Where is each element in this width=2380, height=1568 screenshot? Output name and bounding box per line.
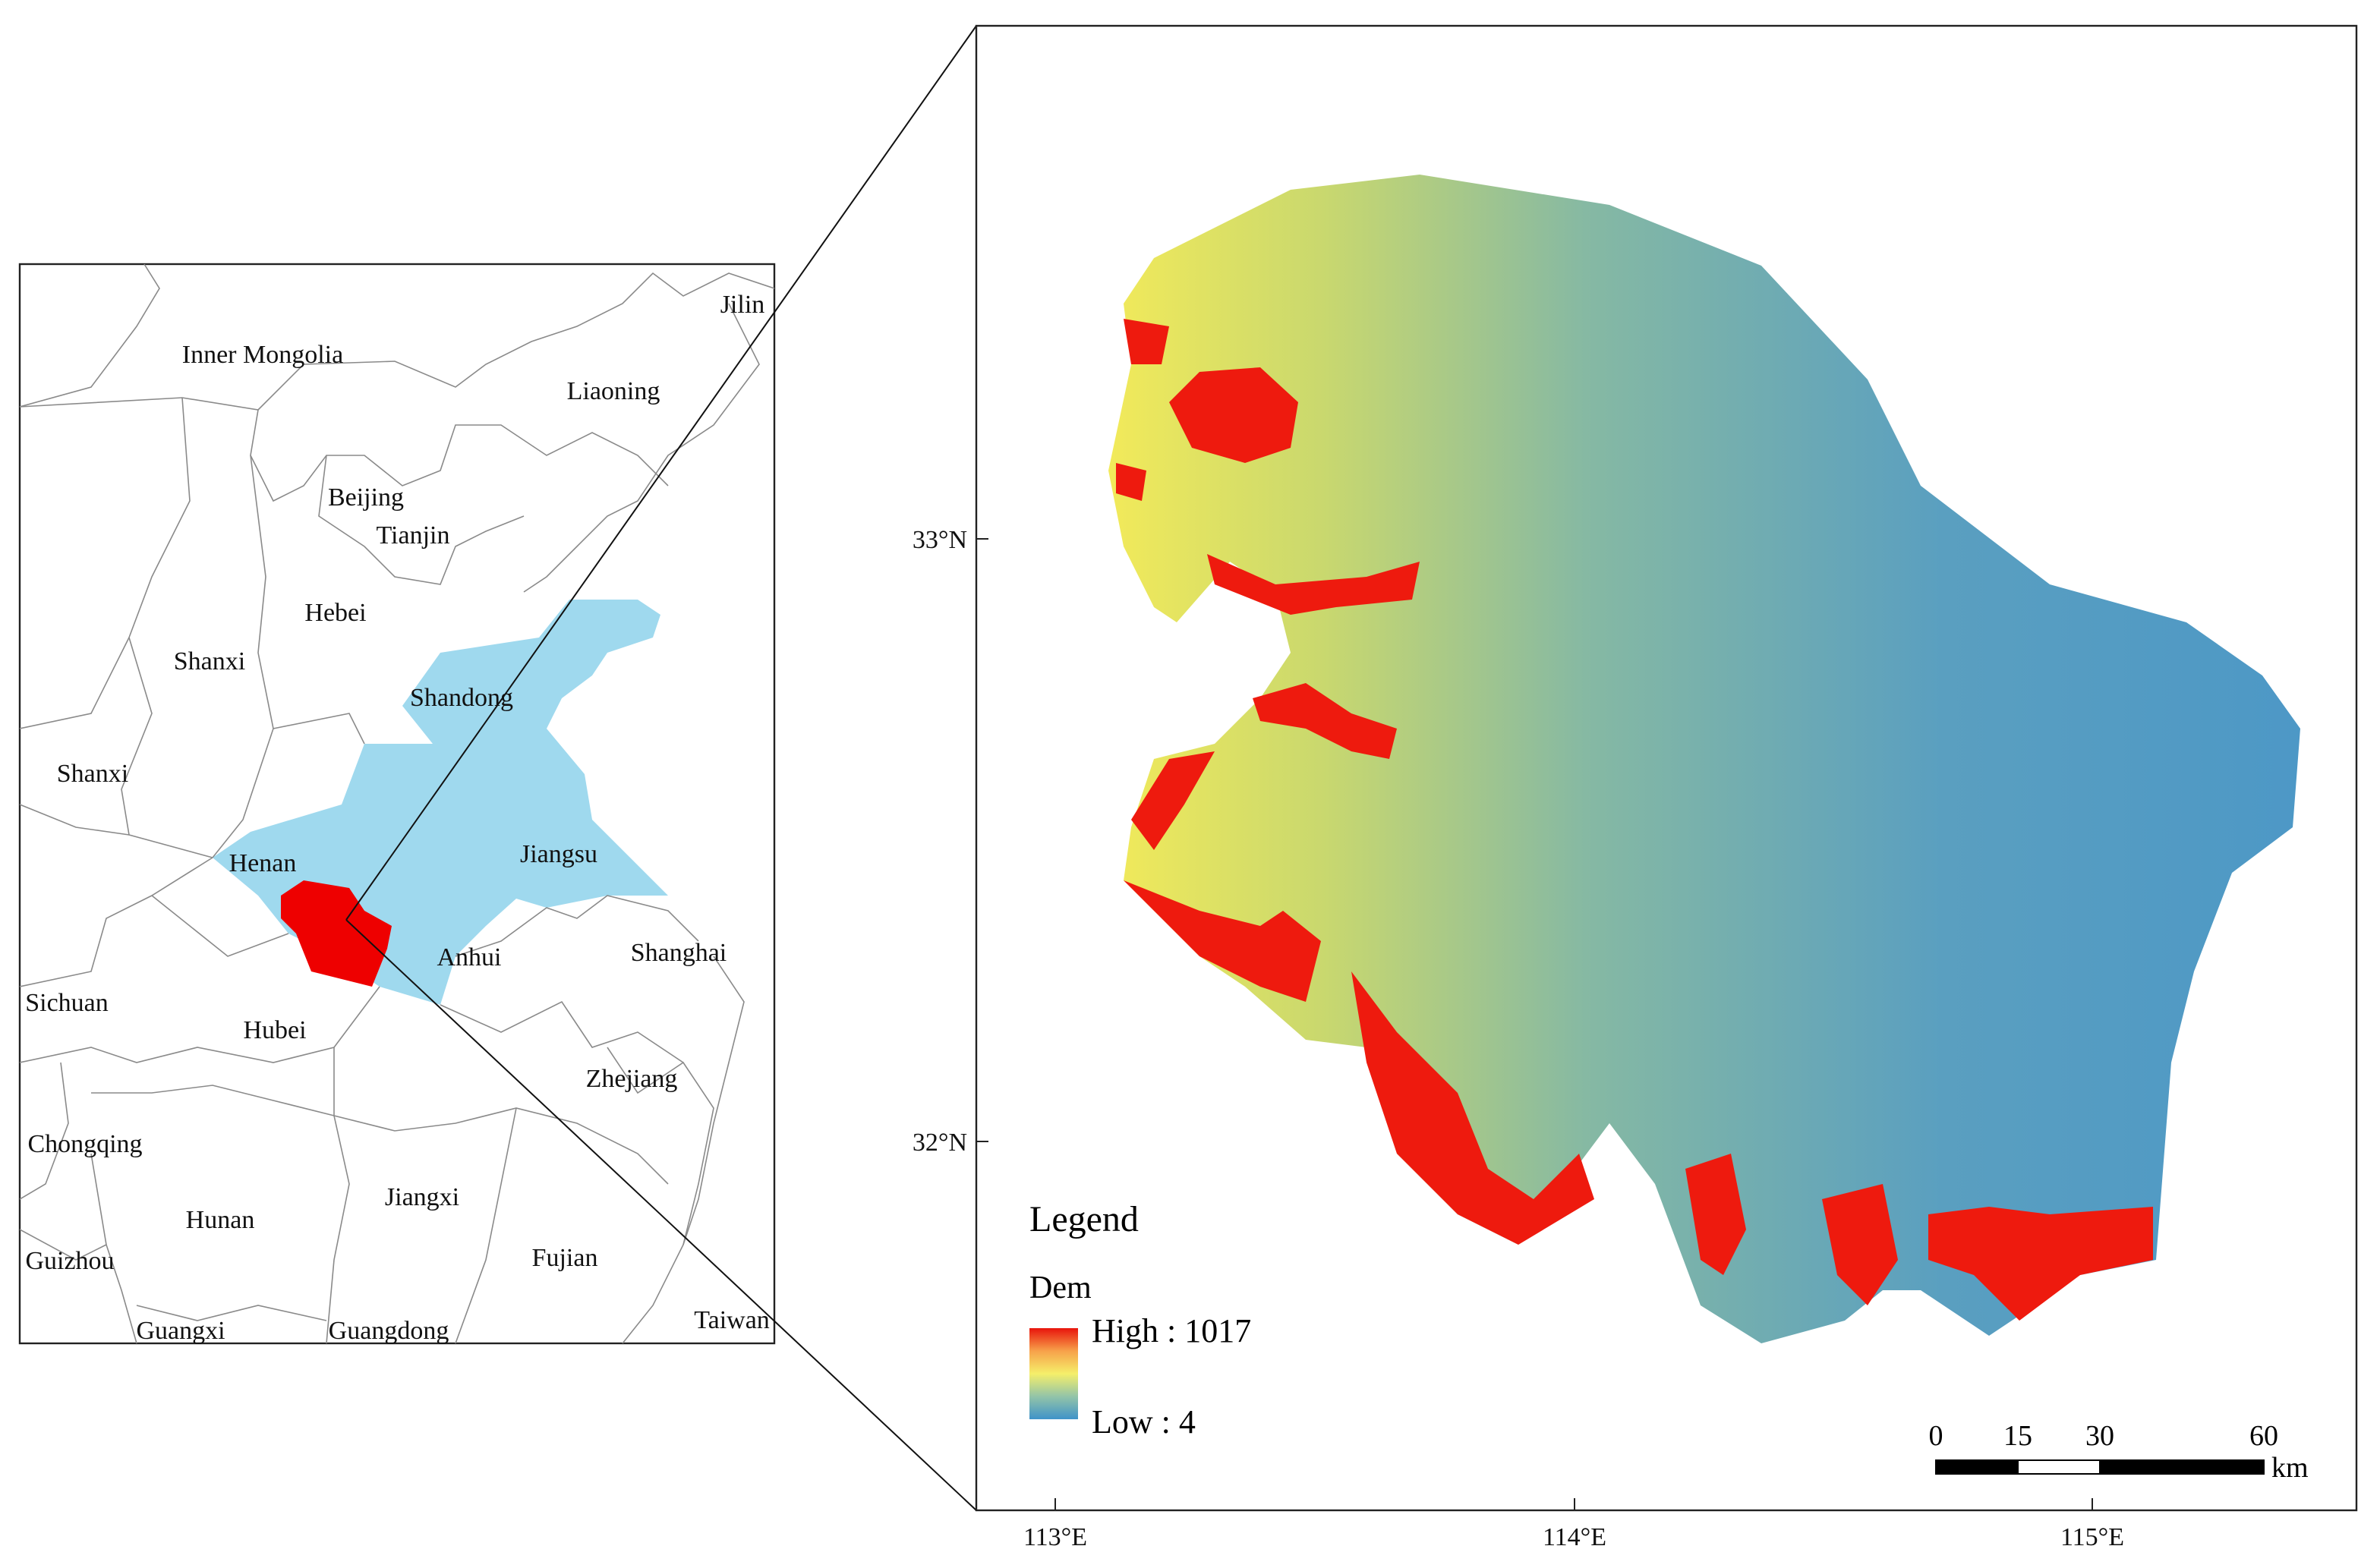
- province-label: Jilin: [720, 291, 765, 319]
- province-label: Tianjin: [376, 521, 449, 549]
- province-label: Guizhou: [25, 1247, 114, 1275]
- province-label: Liaoning: [567, 377, 660, 405]
- main-map: 33°N 32°N 113°E 114°E 115°E Legend Dem H…: [913, 24, 2358, 1551]
- province-label: Jiangsu: [520, 840, 597, 868]
- province-label: Beijing: [328, 483, 404, 512]
- province-boundaries: [20, 264, 774, 1343]
- province-label: Sichuan: [25, 989, 109, 1017]
- scale-segment: [2099, 1459, 2265, 1475]
- dem-high-areas: [1116, 319, 2153, 1321]
- province-label: Chongqing: [27, 1130, 142, 1158]
- study-area: [281, 880, 392, 987]
- province-label: Shanxi: [174, 647, 245, 675]
- legend-ramp: [1029, 1328, 1078, 1419]
- legend-layer: Dem: [1029, 1270, 1092, 1305]
- lon-label: 115°E: [2060, 1523, 2124, 1551]
- province-label: Hebei: [304, 599, 366, 627]
- inset-map: Inner Mongolia Jilin Liaoning Beijing Ti…: [18, 263, 776, 1345]
- province-label: Shanxi: [57, 760, 128, 788]
- province-label: Hunan: [186, 1206, 255, 1234]
- scale-label: 60: [2249, 1420, 2278, 1452]
- lat-label: 32°N: [913, 1129, 967, 1157]
- province-label: Hubei: [243, 1016, 306, 1044]
- legend: Legend Dem High : 1017 Low : 4: [1029, 1199, 1251, 1440]
- scale-label: 15: [2003, 1420, 2032, 1452]
- lon-label: 113°E: [1023, 1523, 1087, 1551]
- lat-label: 33°N: [913, 526, 967, 554]
- province-label: Shandong: [410, 684, 513, 712]
- province-label: Anhui: [437, 943, 502, 971]
- province-label: Fujian: [532, 1244, 598, 1272]
- scale-segment: [2017, 1459, 2101, 1475]
- province-label: Jiangxi: [385, 1183, 459, 1211]
- province-label: Shanghai: [631, 939, 727, 967]
- legend-title: Legend: [1029, 1199, 1139, 1239]
- scale-unit: km: [2271, 1452, 2309, 1484]
- province-label: Guangdong: [329, 1317, 449, 1345]
- leader-line: [345, 919, 977, 1511]
- scale-label: 0: [1929, 1420, 1943, 1452]
- province-label: Zhejiang: [586, 1065, 678, 1093]
- legend-low: Low : 4: [1092, 1403, 1196, 1440]
- province-label: Guangxi: [136, 1317, 225, 1345]
- scale-label: 30: [2085, 1420, 2114, 1452]
- lon-label: 114°E: [1543, 1523, 1606, 1551]
- scale-segment: [1935, 1459, 2019, 1475]
- province-label: Henan: [229, 849, 297, 877]
- leader-line: [345, 25, 977, 921]
- legend-high: High : 1017: [1092, 1312, 1251, 1349]
- province-label: Taiwan: [694, 1306, 770, 1334]
- province-label: Inner Mongolia: [182, 341, 343, 369]
